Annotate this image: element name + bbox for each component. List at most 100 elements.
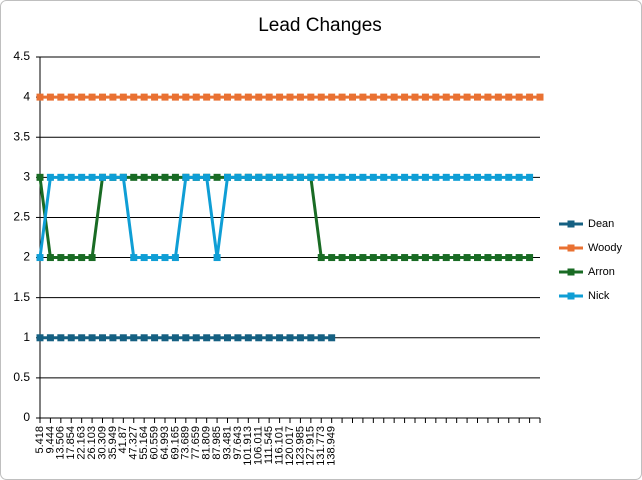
marker (484, 173, 492, 181)
marker (130, 93, 138, 101)
marker (526, 93, 534, 101)
x-tick-label: 111.545 (263, 426, 275, 464)
marker (390, 93, 398, 101)
marker (224, 173, 231, 181)
marker (265, 173, 273, 181)
marker (36, 334, 44, 342)
marker (474, 254, 481, 262)
marker (401, 173, 409, 181)
marker (317, 173, 325, 181)
y-tick-label: 2.5 (13, 210, 30, 224)
legend-marker (567, 220, 575, 228)
marker (338, 254, 346, 262)
marker (203, 173, 211, 181)
marker (88, 93, 96, 101)
marker (234, 334, 242, 342)
marker (46, 93, 54, 101)
marker (359, 173, 367, 181)
marker (526, 254, 534, 262)
marker (213, 334, 221, 342)
x-tick-label: 120.017 (284, 426, 296, 466)
marker (328, 254, 336, 262)
marker (109, 334, 117, 342)
y-tick-label: 4.5 (13, 49, 30, 63)
marker (380, 93, 388, 101)
legend-label: Dean (588, 218, 614, 230)
marker (421, 173, 429, 181)
marker (338, 173, 346, 181)
marker (369, 254, 377, 262)
marker (390, 254, 398, 262)
marker (140, 254, 148, 262)
marker (494, 254, 502, 262)
x-tick-label: 77.659 (190, 426, 202, 460)
marker (265, 334, 273, 342)
marker (296, 93, 304, 101)
marker (307, 334, 315, 342)
marker (484, 254, 492, 262)
marker (401, 93, 409, 101)
x-tick-label: 138.949 (326, 426, 338, 466)
marker (307, 173, 315, 181)
marker (494, 93, 502, 101)
marker (161, 334, 169, 342)
x-tick-label: 35.949 (107, 426, 119, 460)
marker (349, 254, 356, 262)
marker (442, 173, 450, 181)
marker (109, 93, 117, 101)
x-tick-label: 13.506 (55, 426, 67, 460)
marker (536, 93, 544, 101)
marker (171, 93, 179, 101)
marker (432, 93, 440, 101)
marker (182, 93, 190, 101)
marker (130, 334, 138, 342)
legend-marker (567, 268, 575, 276)
marker (78, 254, 86, 262)
marker (99, 93, 106, 101)
marker (67, 173, 75, 181)
marker (453, 173, 461, 181)
marker (213, 93, 221, 101)
marker (203, 93, 211, 101)
legend-marker (567, 244, 575, 252)
y-tick-label: 1.5 (13, 290, 30, 304)
marker (286, 93, 294, 101)
x-tick-label: 60.559 (148, 426, 160, 460)
marker (276, 173, 284, 181)
marker (338, 93, 346, 101)
x-tick-label: 30.309 (96, 426, 108, 460)
x-tick-label: 5.418 (34, 426, 46, 454)
marker (244, 93, 252, 101)
marker (505, 254, 513, 262)
marker (401, 254, 409, 262)
marker (244, 173, 252, 181)
marker (411, 254, 419, 262)
marker (119, 334, 127, 342)
marker (67, 334, 75, 342)
legend-label: Woody (588, 242, 623, 254)
marker (234, 93, 242, 101)
marker (484, 93, 492, 101)
marker (140, 334, 148, 342)
marker (130, 173, 138, 181)
marker (224, 93, 231, 101)
marker (36, 93, 44, 101)
legend-marker (567, 292, 575, 300)
x-tick-label: 17.854 (65, 426, 77, 460)
marker (349, 173, 356, 181)
y-tick-label: 1 (23, 330, 30, 344)
y-tick-label: 3.5 (13, 129, 30, 143)
marker (380, 173, 388, 181)
marker (474, 93, 481, 101)
marker (276, 334, 284, 342)
marker (359, 254, 367, 262)
marker (57, 334, 65, 342)
marker (328, 173, 336, 181)
marker (140, 173, 148, 181)
legend-label: Arron (588, 266, 615, 278)
x-tick-label: 55.164 (138, 426, 150, 460)
marker (328, 93, 336, 101)
marker (380, 254, 388, 262)
y-tick-label: 2 (23, 250, 30, 264)
x-tick-label: 69.165 (169, 426, 181, 460)
